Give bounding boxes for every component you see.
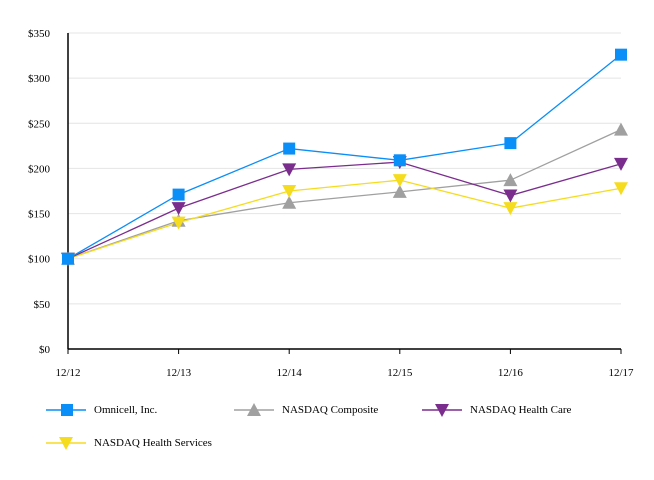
data-point bbox=[503, 173, 518, 187]
data-point bbox=[615, 48, 627, 61]
series-line-0 bbox=[67, 54, 622, 260]
x-tick-label: 12/16 bbox=[498, 367, 524, 379]
legend-triangle-down-icon bbox=[422, 404, 462, 417]
y-tick-label: $100 bbox=[28, 254, 51, 266]
legend-label: NASDAQ Health Services bbox=[94, 437, 212, 449]
data-point bbox=[614, 182, 628, 196]
x-tick-label: 12/13 bbox=[166, 367, 192, 379]
x-tick-label: 12/12 bbox=[55, 367, 80, 379]
legend-label: NASDAQ Composite bbox=[282, 404, 379, 416]
legend-item-nasdaq-health-services: NASDAQ Health Services bbox=[46, 436, 212, 450]
x-tick-label: 12/15 bbox=[387, 367, 413, 379]
data-point bbox=[283, 142, 296, 155]
data-point bbox=[504, 137, 517, 150]
y-tick-label: $300 bbox=[28, 73, 51, 85]
y-tick-label: $200 bbox=[28, 163, 51, 175]
data-point bbox=[614, 157, 628, 171]
y-tick-label: $350 bbox=[28, 28, 51, 40]
data-point bbox=[172, 188, 185, 201]
legend-square-icon bbox=[46, 404, 86, 416]
x-tick-label: 12/17 bbox=[608, 367, 634, 379]
legend-item-nasdaq-health-care: NASDAQ Health Care bbox=[422, 403, 571, 417]
series-line-2 bbox=[67, 161, 622, 260]
data-point bbox=[503, 189, 518, 203]
data-point bbox=[393, 154, 406, 167]
data-point bbox=[282, 185, 297, 198]
data-point bbox=[392, 184, 407, 198]
x-tick-label: 12/14 bbox=[277, 367, 303, 379]
legend-label: NASDAQ Health Care bbox=[470, 404, 572, 416]
y-tick-label: $50 bbox=[34, 299, 51, 311]
y-tick-label: $250 bbox=[28, 118, 51, 130]
legend-triangle-up-icon bbox=[234, 403, 274, 416]
data-point bbox=[171, 202, 186, 216]
legend-item-omnicell: Omnicell, Inc. bbox=[46, 403, 157, 417]
data-point bbox=[171, 216, 186, 230]
series-line-1 bbox=[67, 129, 622, 260]
data-point bbox=[62, 252, 74, 265]
legend-label: Omnicell, Inc. bbox=[94, 404, 158, 416]
legend-item-nasdaq-composite: NASDAQ Composite bbox=[234, 403, 378, 417]
data-point bbox=[503, 202, 518, 216]
y-tick-label: $0 bbox=[39, 344, 51, 356]
data-point bbox=[282, 195, 297, 209]
data-point bbox=[282, 163, 297, 177]
data-point bbox=[392, 174, 407, 188]
data-point bbox=[614, 122, 628, 136]
y-tick-label: $150 bbox=[28, 209, 51, 221]
legend-triangle-down-icon bbox=[46, 437, 86, 450]
series-line-3 bbox=[67, 179, 622, 260]
